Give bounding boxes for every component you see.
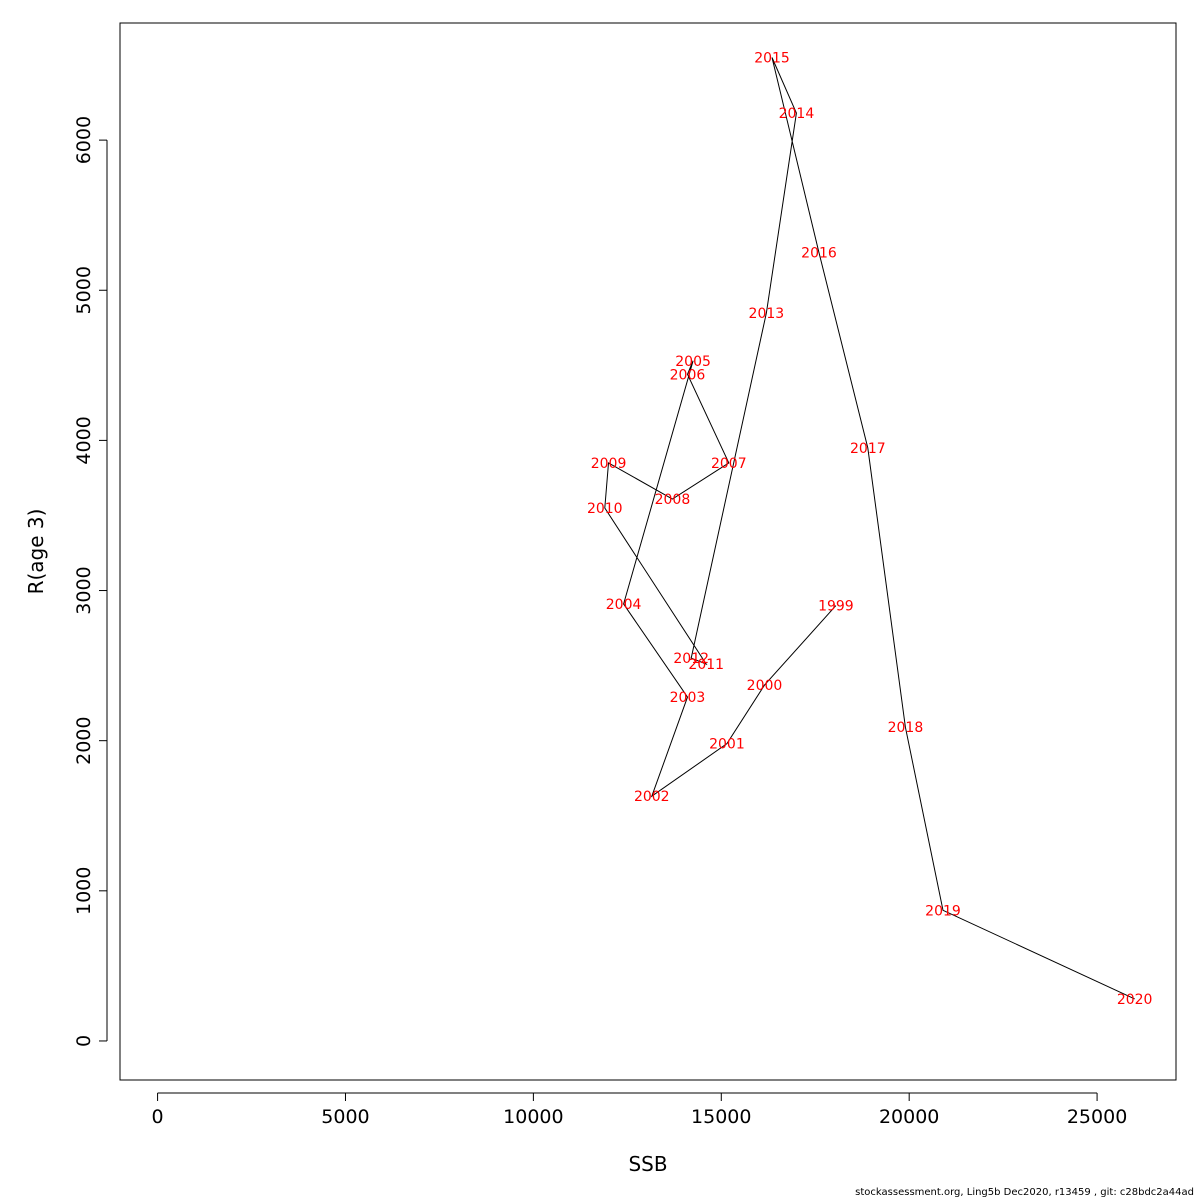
x-axis-title: SSB [628,1152,667,1176]
point-label-2017: 2017 [850,441,886,457]
point-label-2005: 2005 [675,354,711,370]
point-label-2007: 2007 [711,456,747,472]
x-tick-label: 15000 [691,1106,751,1128]
point-label-2015: 2015 [754,51,790,67]
y-axis-title: R(age 3) [24,509,48,595]
point-label-2003: 2003 [670,690,706,706]
point-label-2019: 2019 [925,903,961,919]
point-label-2002: 2002 [634,789,670,805]
point-label-2001: 2001 [709,737,745,753]
x-tick-label: 5000 [321,1106,369,1128]
point-label-2014: 2014 [779,106,815,122]
y-tick-label: 4000 [73,416,95,464]
point-label-2000: 2000 [747,678,783,694]
point-label-2010: 2010 [587,501,623,517]
point-label-2006: 2006 [670,367,706,383]
plot-frame [119,22,1177,1081]
x-tick-label: 20000 [879,1106,939,1128]
y-tick-label: 5000 [73,266,95,314]
x-tick-label: 10000 [503,1106,563,1128]
x-tick-label: 25000 [1067,1106,1127,1128]
point-label-2009: 2009 [591,456,627,472]
y-tick-label: 0 [73,1035,95,1047]
point-label-2011: 2011 [688,657,724,673]
point-label-1999: 1999 [818,599,854,615]
y-tick-label: 3000 [73,566,95,614]
point-label-2018: 2018 [888,720,924,736]
y-tick-label: 6000 [73,116,95,164]
y-tick-label: 1000 [73,867,95,915]
point-label-2012: 2012 [673,651,709,667]
point-label-2016: 2016 [801,246,837,262]
x-tick-label: 0 [152,1106,164,1128]
point-label-2020: 2020 [1117,992,1153,1008]
point-label-2013: 2013 [749,306,785,322]
series-line [604,57,1135,1000]
point-label-2008: 2008 [655,492,691,508]
point-label-2004: 2004 [606,597,642,613]
y-tick-label: 2000 [73,716,95,764]
footer-note: stockassessment.org, Ling5b Dec2020, r13… [855,1187,1194,1198]
